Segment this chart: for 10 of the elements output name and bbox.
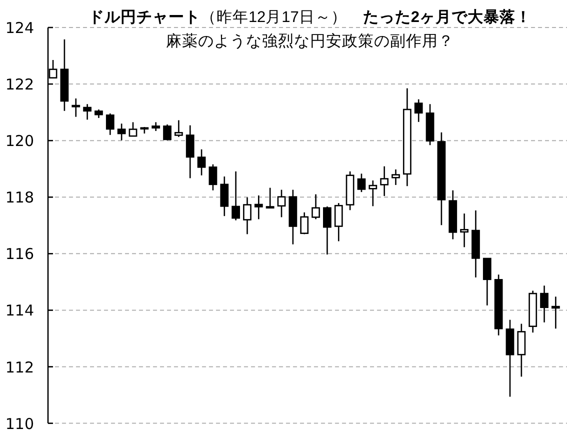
chart-subtitle: 麻薬のような強烈な円安政策の副作用？ (166, 32, 454, 50)
chart-title: ドル円チャート（昨年12月17日～） たった2ヶ月で大暴落！ (88, 8, 532, 26)
y-tick-label: 120 (5, 132, 34, 150)
y-tick-label: 110 (5, 414, 34, 433)
y-tick-label: 122 (5, 76, 34, 94)
y-tick-label: 124 (5, 19, 34, 37)
y-tick-label: 112 (5, 358, 34, 376)
y-tick-label: 118 (5, 188, 34, 207)
y-tick-label: 116 (5, 245, 34, 264)
y-tick-label: 114 (5, 302, 34, 320)
